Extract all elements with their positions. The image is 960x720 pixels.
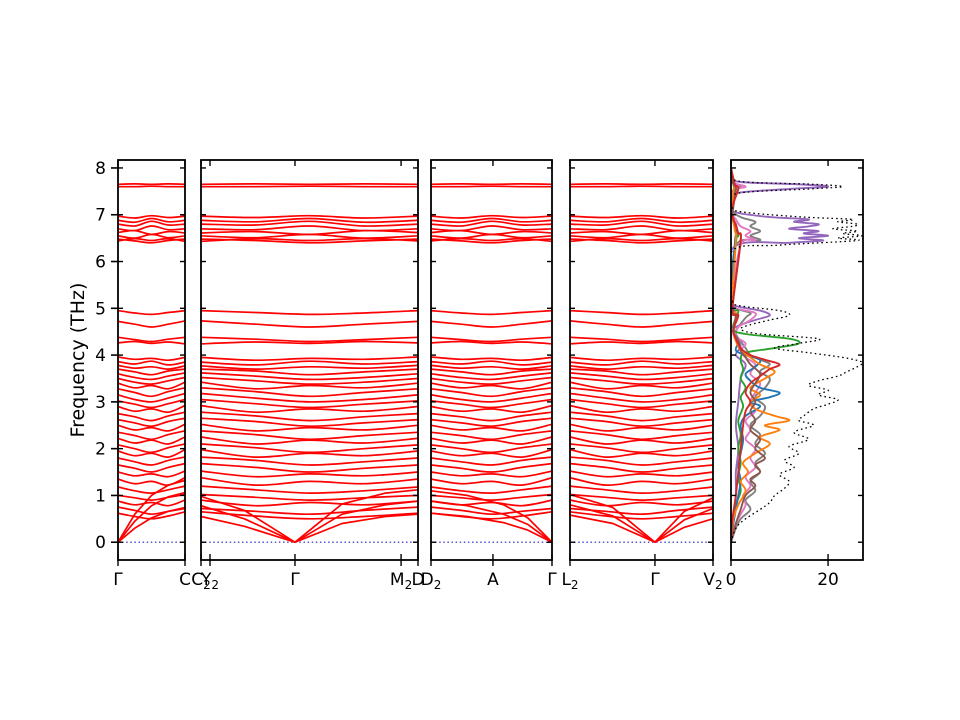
dos-panel: 0 20 xyxy=(726,159,864,590)
svg-text:Γ: Γ xyxy=(547,570,557,590)
svg-text:Γ: Γ xyxy=(113,570,123,590)
svg-text:5: 5 xyxy=(95,299,106,319)
svg-text:M2: M2 xyxy=(390,570,412,592)
svg-text:L2: L2 xyxy=(561,570,578,592)
svg-text:20: 20 xyxy=(817,570,839,590)
svg-text:Γ: Γ xyxy=(290,570,300,590)
y-axis-label: Frequency (THz) xyxy=(67,282,89,438)
pdos-green xyxy=(731,167,801,543)
svg-text:0: 0 xyxy=(95,533,106,553)
svg-text:2: 2 xyxy=(95,440,106,460)
svg-text:A: A xyxy=(487,570,499,590)
pdos-red xyxy=(731,167,781,543)
segment-3: D2 A Γ xyxy=(421,159,557,592)
svg-text:D: D xyxy=(411,570,424,590)
svg-text:6: 6 xyxy=(95,253,106,273)
svg-text:8: 8 xyxy=(95,159,106,179)
svg-text:C2: C2 xyxy=(191,570,211,592)
svg-text:C: C xyxy=(179,570,191,590)
svg-text:V2: V2 xyxy=(703,570,722,592)
svg-text:Y2: Y2 xyxy=(200,570,219,592)
pdos-purple xyxy=(731,167,830,543)
svg-text:7: 7 xyxy=(95,206,106,226)
svg-text:Γ: Γ xyxy=(650,570,660,590)
svg-text:4: 4 xyxy=(95,346,106,366)
svg-text:3: 3 xyxy=(95,393,106,413)
pdos-orange xyxy=(731,167,791,543)
y-axis: 0 1 2 3 4 5 6 7 8 xyxy=(95,159,118,553)
svg-text:1: 1 xyxy=(95,486,106,506)
segment-4: L2 Γ V2 xyxy=(561,159,723,592)
svg-text:0: 0 xyxy=(726,570,737,590)
svg-text:D2: D2 xyxy=(421,570,442,592)
